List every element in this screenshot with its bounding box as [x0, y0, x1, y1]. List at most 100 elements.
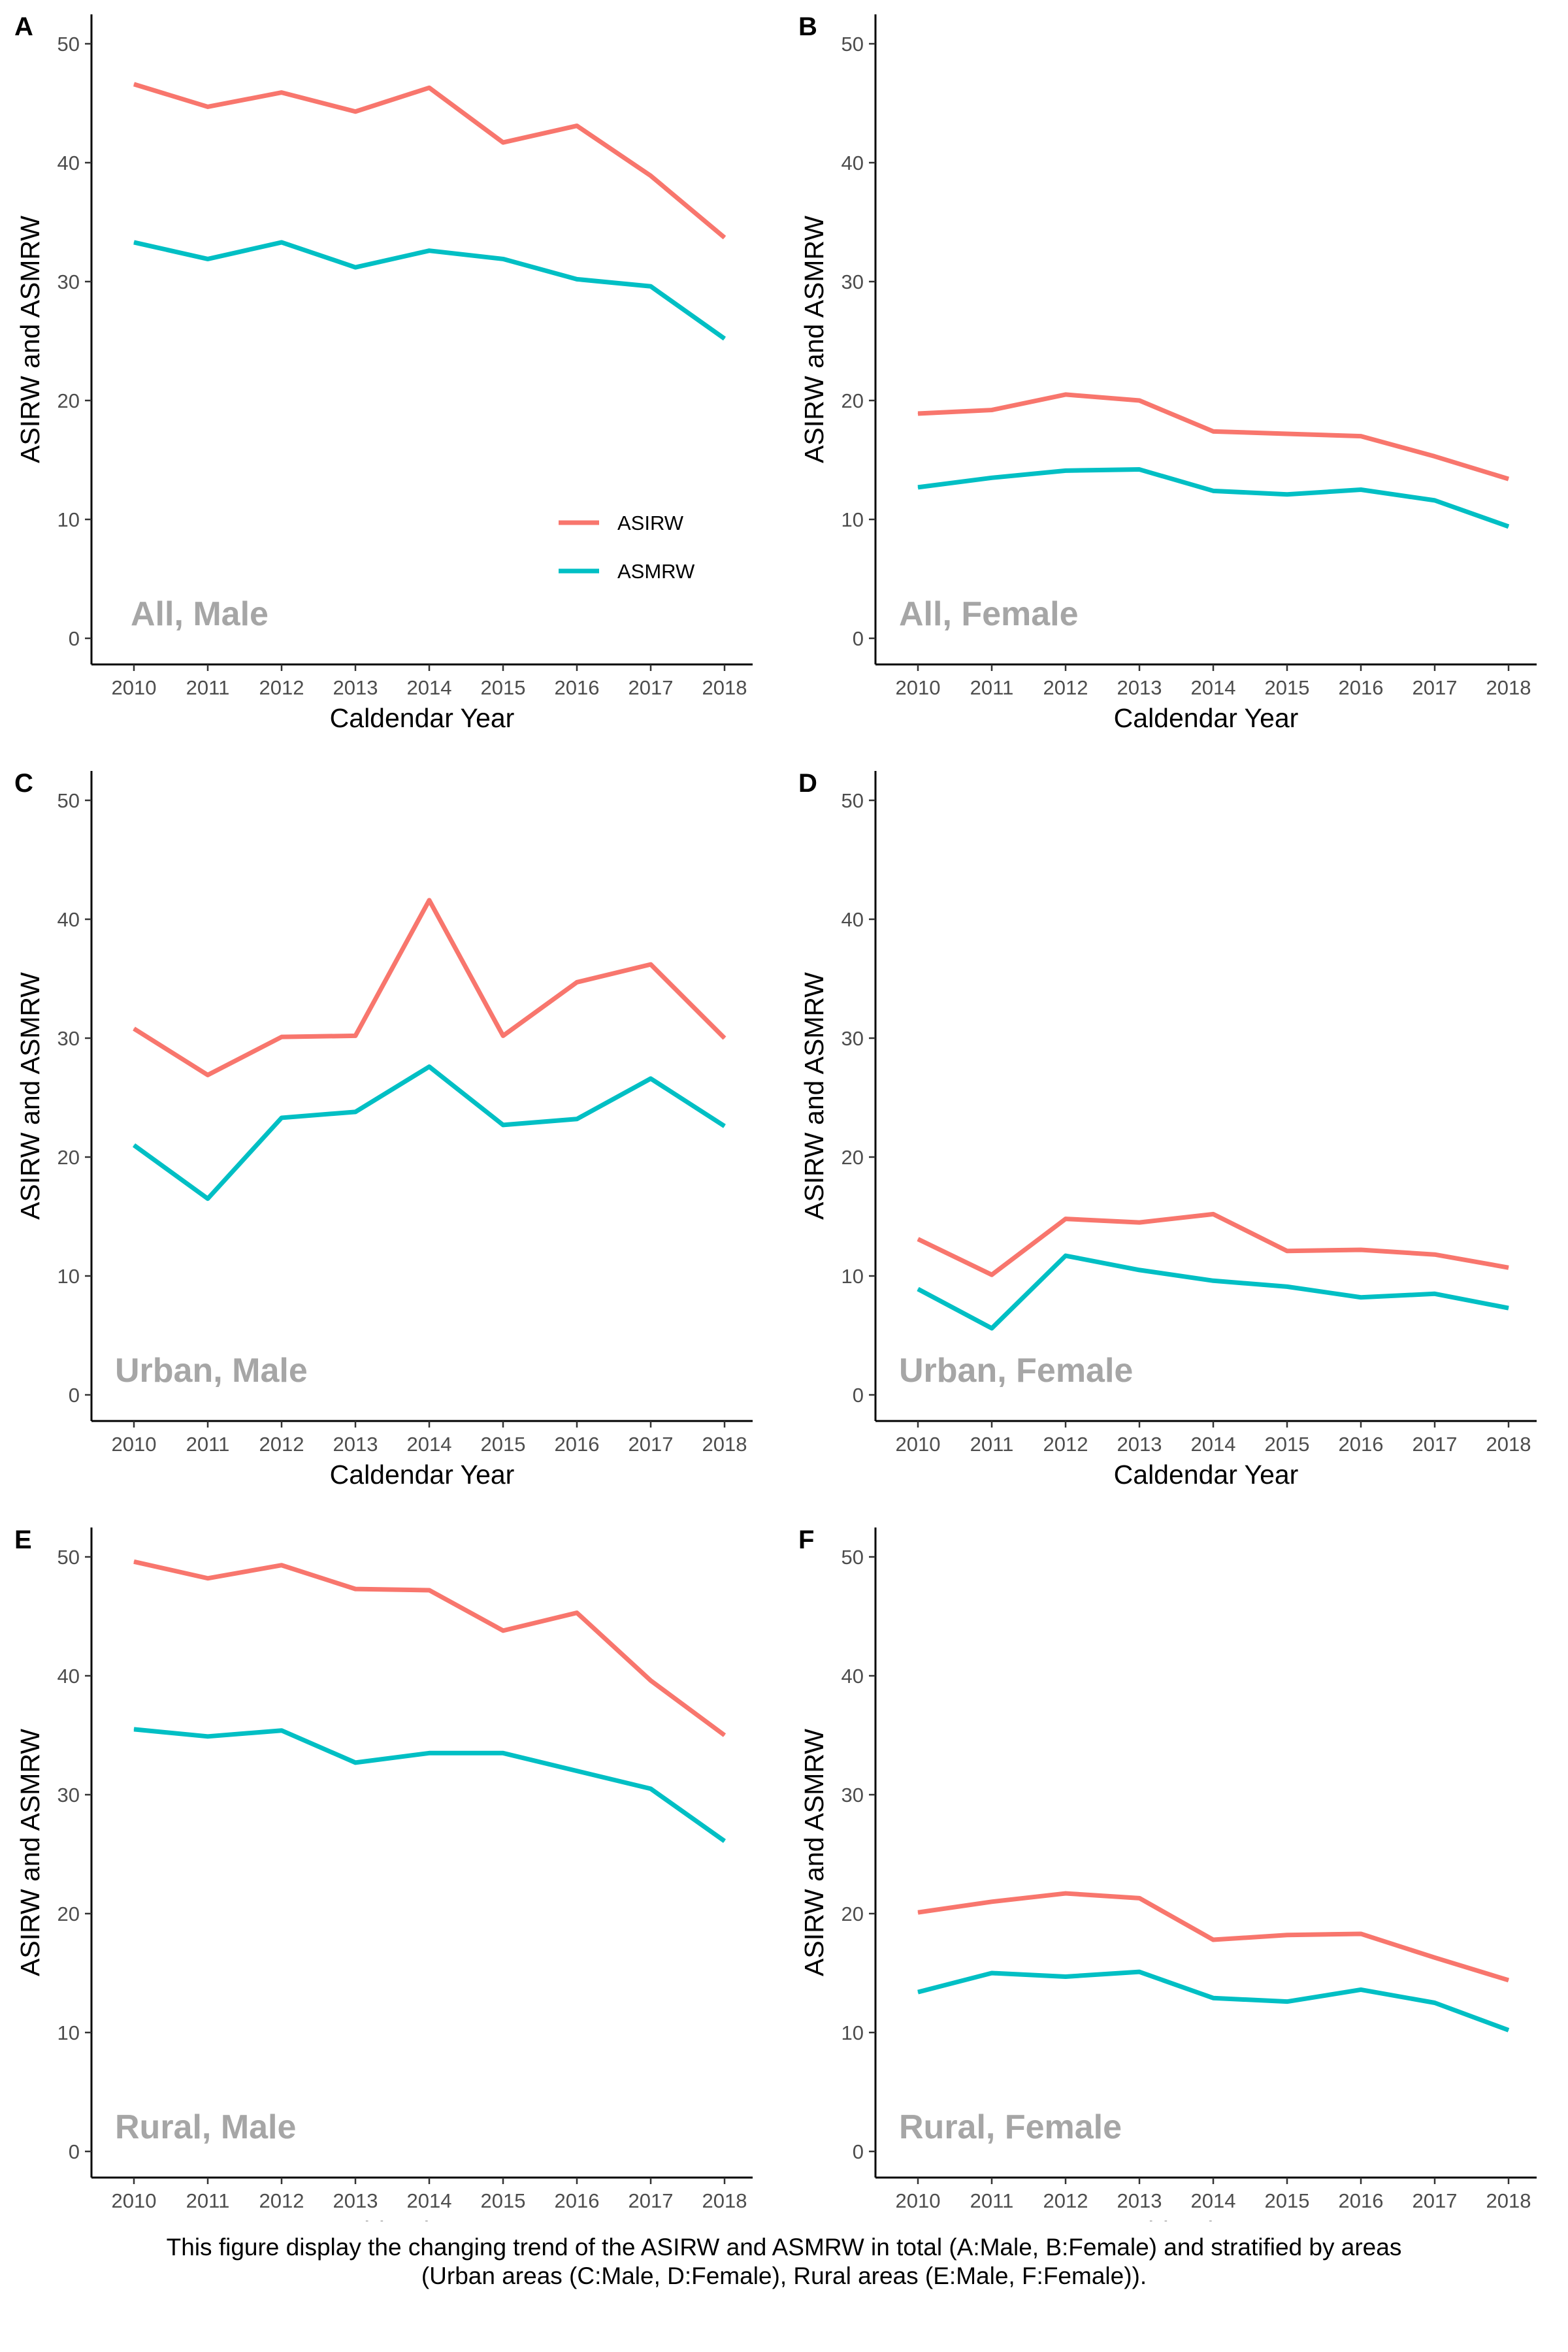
- y-tick-label: 10: [57, 1265, 80, 1288]
- y-tick-label: 20: [57, 1146, 80, 1169]
- y-tick-label: 0: [69, 1384, 80, 1407]
- x-axis-title: Caldendar Year: [1114, 1460, 1299, 1490]
- data-point-asmrw: [1286, 494, 1288, 495]
- y-tick-label: 20: [841, 389, 864, 412]
- series-line-asirw: [917, 392, 1510, 482]
- data-point-asmrw: [502, 1124, 504, 1126]
- y-tick-label: 30: [841, 1784, 864, 1806]
- data-point-asmrw: [1286, 1286, 1288, 1287]
- x-tick-label: 2013: [1117, 2189, 1162, 2212]
- x-tick-label: 2012: [259, 676, 304, 699]
- y-tick-label: 20: [57, 1903, 80, 1925]
- x-tick-label: 2018: [702, 1433, 747, 1456]
- y-tick-label: 40: [57, 908, 80, 931]
- data-point-asmrw: [429, 250, 430, 252]
- data-point-asmrw: [917, 1288, 919, 1290]
- x-tick-label: 2013: [333, 2189, 378, 2212]
- x-tick-label: 2015: [1265, 2189, 1310, 2212]
- y-tick-label: 50: [57, 33, 80, 56]
- y-tick-label: 30: [841, 270, 864, 293]
- x-tick-label: 2017: [1413, 2189, 1458, 2212]
- x-tick-label: 2014: [407, 1433, 452, 1456]
- x-tick-label: 2018: [702, 676, 747, 699]
- caption-line-1: This figure display the changing trend o…: [166, 2234, 1402, 2261]
- data-point-asirw: [1360, 1933, 1362, 1935]
- data-point-asmrw: [355, 1111, 356, 1113]
- x-tick-label: 2011: [186, 2189, 230, 2212]
- x-tick-label: 2010: [896, 2189, 941, 2212]
- series-line-asmrw: [132, 1064, 726, 1201]
- data-point-asirw: [1213, 1213, 1214, 1215]
- y-axis-title: ASIRW and ASMRW: [15, 972, 45, 1220]
- x-tick-label: 2012: [259, 2189, 304, 2212]
- y-tick-label: 40: [841, 1665, 864, 1688]
- data-point-asmrw: [429, 1066, 430, 1068]
- x-tick-label: 2011: [970, 676, 1014, 699]
- x-axis-title: Caldendar Year: [1114, 2216, 1299, 2221]
- x-tick-label: 2014: [1191, 2189, 1236, 2212]
- series-line-asmrw: [917, 1969, 1510, 2033]
- y-tick-label: 10: [57, 508, 80, 531]
- data-point-asirw: [502, 142, 504, 143]
- series-line-asirw: [133, 898, 727, 1077]
- panel-letter: C: [14, 769, 33, 798]
- data-point-asirw: [576, 125, 578, 127]
- x-tick-label: 2015: [481, 2189, 526, 2212]
- x-tick-label: 2011: [186, 1433, 230, 1456]
- data-point-asmrw: [1139, 469, 1140, 470]
- x-tick-label: 2015: [1265, 676, 1310, 699]
- x-tick-label: 2013: [1117, 1433, 1162, 1456]
- legend-label-asirw: ASIRW: [617, 512, 684, 534]
- panel-letter: D: [798, 769, 817, 798]
- panel-e: 0 10 20 30 40 50 2010 2011 2012 2013 2014 2015 2016 2…: [14, 1526, 753, 2221]
- x-tick-label: 2014: [1191, 676, 1236, 699]
- x-tick-label: 2011: [970, 1433, 1014, 1456]
- x-tick-label: 2015: [481, 1433, 526, 1456]
- panel-label: All, Female: [899, 595, 1079, 633]
- y-tick-label: 10: [57, 2021, 80, 2044]
- x-tick-label: 2010: [896, 676, 941, 699]
- panel-f: 0 10 20 30 40 50 2010 2011 2012 2013 2014 2015 2016 2…: [798, 1526, 1537, 2221]
- y-tick-label: 50: [57, 789, 80, 812]
- panel-letter: E: [14, 1526, 32, 1554]
- y-axis-title: ASIRW and ASMRW: [799, 216, 829, 463]
- x-tick-label: 2018: [1486, 2189, 1531, 2212]
- x-tick-label: 2017: [629, 1433, 674, 1456]
- x-tick-label: 2011: [970, 2189, 1014, 2212]
- y-tick-label: 0: [69, 627, 80, 650]
- data-point-asmrw: [917, 1991, 919, 1993]
- caption-line-2: (Urban areas (C:Male, D:Female), Rural a…: [421, 2262, 1147, 2289]
- data-point-asmrw: [1360, 489, 1362, 490]
- x-axis-title: Caldendar Year: [330, 2216, 515, 2221]
- x-axis-title: Caldendar Year: [330, 703, 515, 733]
- series-line-asmrw: [917, 1253, 1509, 1331]
- data-point-asirw: [1360, 1249, 1362, 1250]
- x-tick-label: 2013: [333, 676, 378, 699]
- panel-label: Urban, Female: [899, 1352, 1133, 1390]
- x-tick-label: 2018: [1486, 1433, 1531, 1456]
- data-point-asirw: [917, 1912, 919, 1913]
- series-line-asmrw: [917, 467, 1510, 529]
- x-tick-label: 2015: [1265, 1433, 1310, 1456]
- y-tick-label: 30: [57, 1784, 80, 1806]
- x-tick-label: 2012: [1043, 676, 1088, 699]
- y-tick-label: 0: [69, 2140, 80, 2163]
- y-axis-title: ASIRW and ASMRW: [15, 1729, 45, 1976]
- panel-d: 0 10 20 30 40 50 2010 2011 2012 2013 2014 2015 2016 2…: [798, 769, 1537, 1490]
- panel-label: All, Male: [131, 595, 269, 633]
- x-tick-label: 2018: [1486, 676, 1531, 699]
- y-tick-label: 40: [841, 908, 864, 931]
- y-tick-label: 50: [841, 789, 864, 812]
- data-point-asirw: [1286, 433, 1288, 434]
- y-tick-label: 30: [57, 270, 80, 293]
- x-tick-label: 2015: [481, 676, 526, 699]
- data-point-asirw: [355, 111, 356, 112]
- y-tick-label: 20: [57, 389, 80, 412]
- x-tick-label: 2017: [1413, 676, 1458, 699]
- panel-label: Urban, Male: [115, 1352, 308, 1390]
- series-line-asmrw: [133, 1727, 727, 1843]
- y-tick-label: 20: [841, 1146, 864, 1169]
- x-tick-label: 2014: [1191, 1433, 1236, 1456]
- y-tick-label: 0: [853, 1384, 864, 1407]
